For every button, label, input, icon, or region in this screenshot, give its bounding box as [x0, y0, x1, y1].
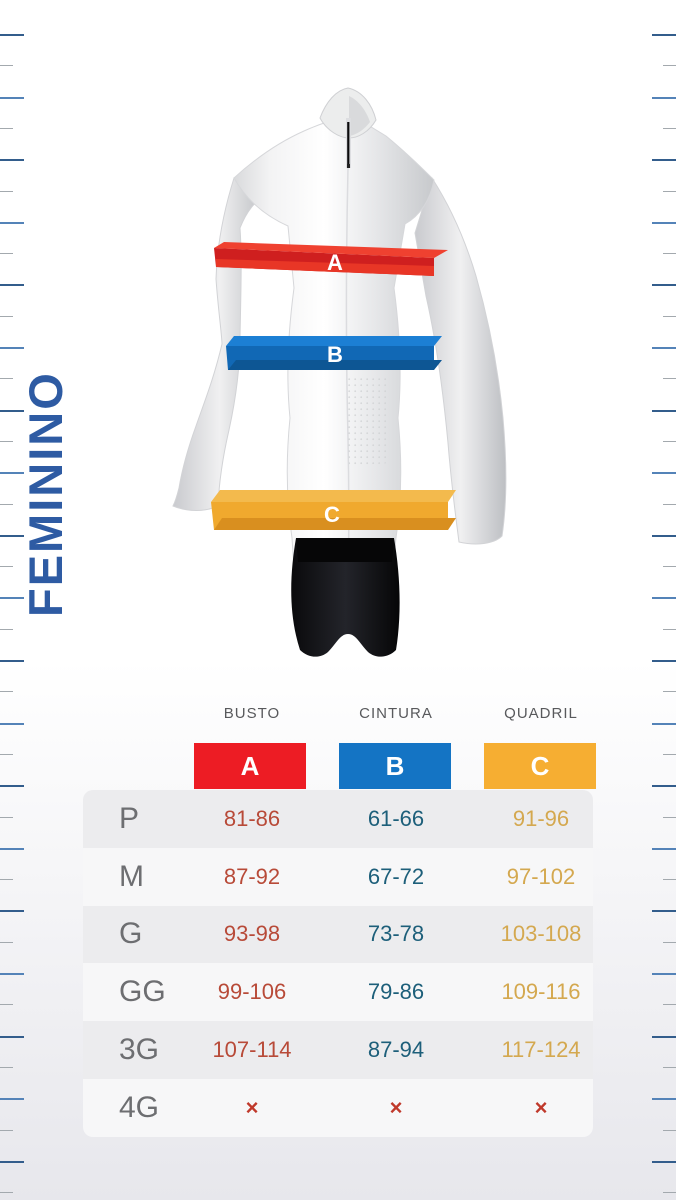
svg-text:B: B — [327, 342, 343, 367]
svg-text:A: A — [327, 250, 343, 275]
svg-text:C: C — [324, 502, 340, 527]
